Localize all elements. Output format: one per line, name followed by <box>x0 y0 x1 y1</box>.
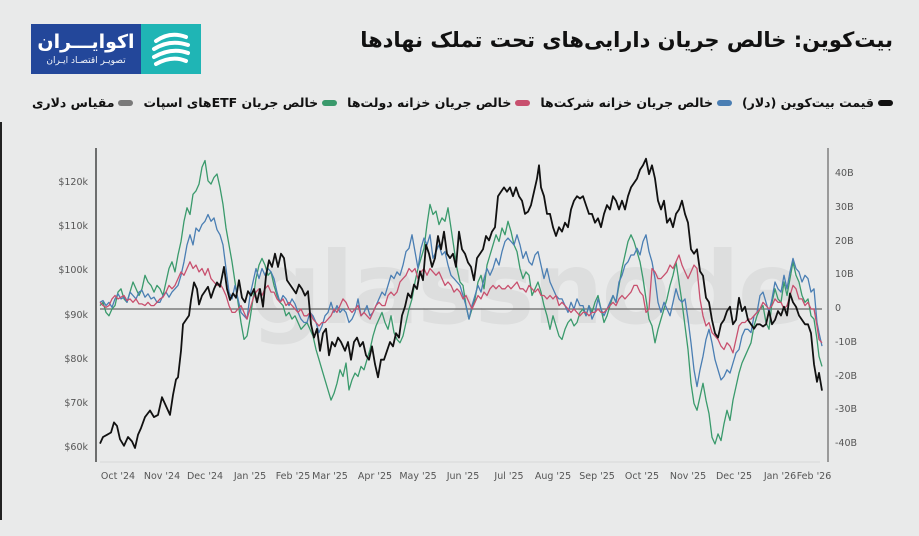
header: اکوایـــران تصویـر اقتصـاد ایـران بیت‌کو… <box>0 0 919 90</box>
chart-legend: قیمت بیت‌کوین (دلار) خالص جریان خزانه شرک… <box>32 95 893 110</box>
y-left-tick: $90k <box>64 309 88 321</box>
x-tick: Feb '25 <box>275 471 311 482</box>
x-tick: May '25 <box>399 471 437 482</box>
y-right-tick: -10B <box>835 336 858 348</box>
series-line <box>99 157 823 449</box>
y-right-tick: -30B <box>835 404 858 416</box>
legend-swatch-icon <box>716 99 732 106</box>
y-left-tick: $70k <box>64 397 88 409</box>
y-right-tick: 0 <box>835 303 842 314</box>
series-line <box>99 213 823 388</box>
legend-item[interactable]: خالص جریان خزانه شرکت‌ها <box>540 95 732 110</box>
logo-text-block: اکوایـــران تصویـر اقتصـاد ایـران <box>31 24 141 74</box>
series-line <box>99 254 823 354</box>
x-tick: Jan '25 <box>233 471 267 482</box>
x-tick: Oct '24 <box>100 471 136 482</box>
x-tick: Dec '24 <box>186 471 224 482</box>
legend-item[interactable]: قیمت بیت‌کوین (دلار) <box>742 95 893 110</box>
x-tick: Apr '25 <box>357 471 393 482</box>
x-tick: Sep '25 <box>579 471 615 482</box>
legend-item[interactable]: خالص جریان خزانه دولت‌ها <box>347 95 531 110</box>
y-left-tick: $110k <box>58 221 88 233</box>
logo-swirl-icon <box>141 24 201 74</box>
y-right-tick: -20B <box>835 370 858 382</box>
legend-swatch-icon <box>878 99 893 106</box>
page-left-border <box>0 122 2 520</box>
legend-label: خالص جریان ETFهای اسپات <box>143 95 319 110</box>
legend-swatch-icon <box>322 99 338 106</box>
y-right-tick: -40B <box>835 438 858 449</box>
x-tick: Oct '25 <box>624 471 660 482</box>
legend-swatch-icon <box>515 99 531 106</box>
legend-label: خالص جریان خزانه دولت‌ها <box>347 95 512 110</box>
y-right-tick: 10B <box>835 269 854 281</box>
x-tick: Jun '25 <box>446 471 480 482</box>
y-right-tick: 40B <box>835 168 854 179</box>
y-right-tick: 30B <box>835 201 854 213</box>
legend-item[interactable]: مقیاس دلاری <box>32 95 134 110</box>
x-tick: Nov '24 <box>143 471 181 482</box>
legend-label: خالص جریان خزانه شرکت‌ها <box>540 95 713 110</box>
legend-item[interactable]: خالص جریان ETFهای اسپات <box>143 95 338 110</box>
y-left-tick: $120k <box>58 177 88 188</box>
x-tick: Mar '25 <box>312 471 348 482</box>
legend-label: قیمت بیت‌کوین (دلار) <box>741 95 874 110</box>
x-tick: Feb '26 <box>796 471 832 482</box>
y-left-tick: $100k <box>58 265 88 277</box>
x-tick: Jan '26 <box>763 471 797 482</box>
x-tick: Nov '25 <box>669 471 707 482</box>
x-tick: Aug '25 <box>534 471 572 482</box>
y-left-tick: $60k <box>64 442 88 453</box>
logo-sub-text: تصویـر اقتصـاد ایـران <box>46 55 126 66</box>
legend-swatch-icon <box>118 99 134 106</box>
y-right-tick: 20B <box>835 235 854 247</box>
y-left-tick: $80k <box>64 353 88 365</box>
chart-title: بیت‌کوین: خالص جریان دارایی‌های تحت تملک… <box>360 28 893 52</box>
ecoiran-logo[interactable]: اکوایـــران تصویـر اقتصـاد ایـران <box>31 24 201 74</box>
logo-main-text: اکوایـــران <box>37 30 135 53</box>
x-tick: Jul '25 <box>494 471 524 482</box>
series-line <box>99 159 823 445</box>
x-tick: Dec '25 <box>715 471 753 482</box>
legend-label: مقیاس دلاری <box>31 95 115 110</box>
